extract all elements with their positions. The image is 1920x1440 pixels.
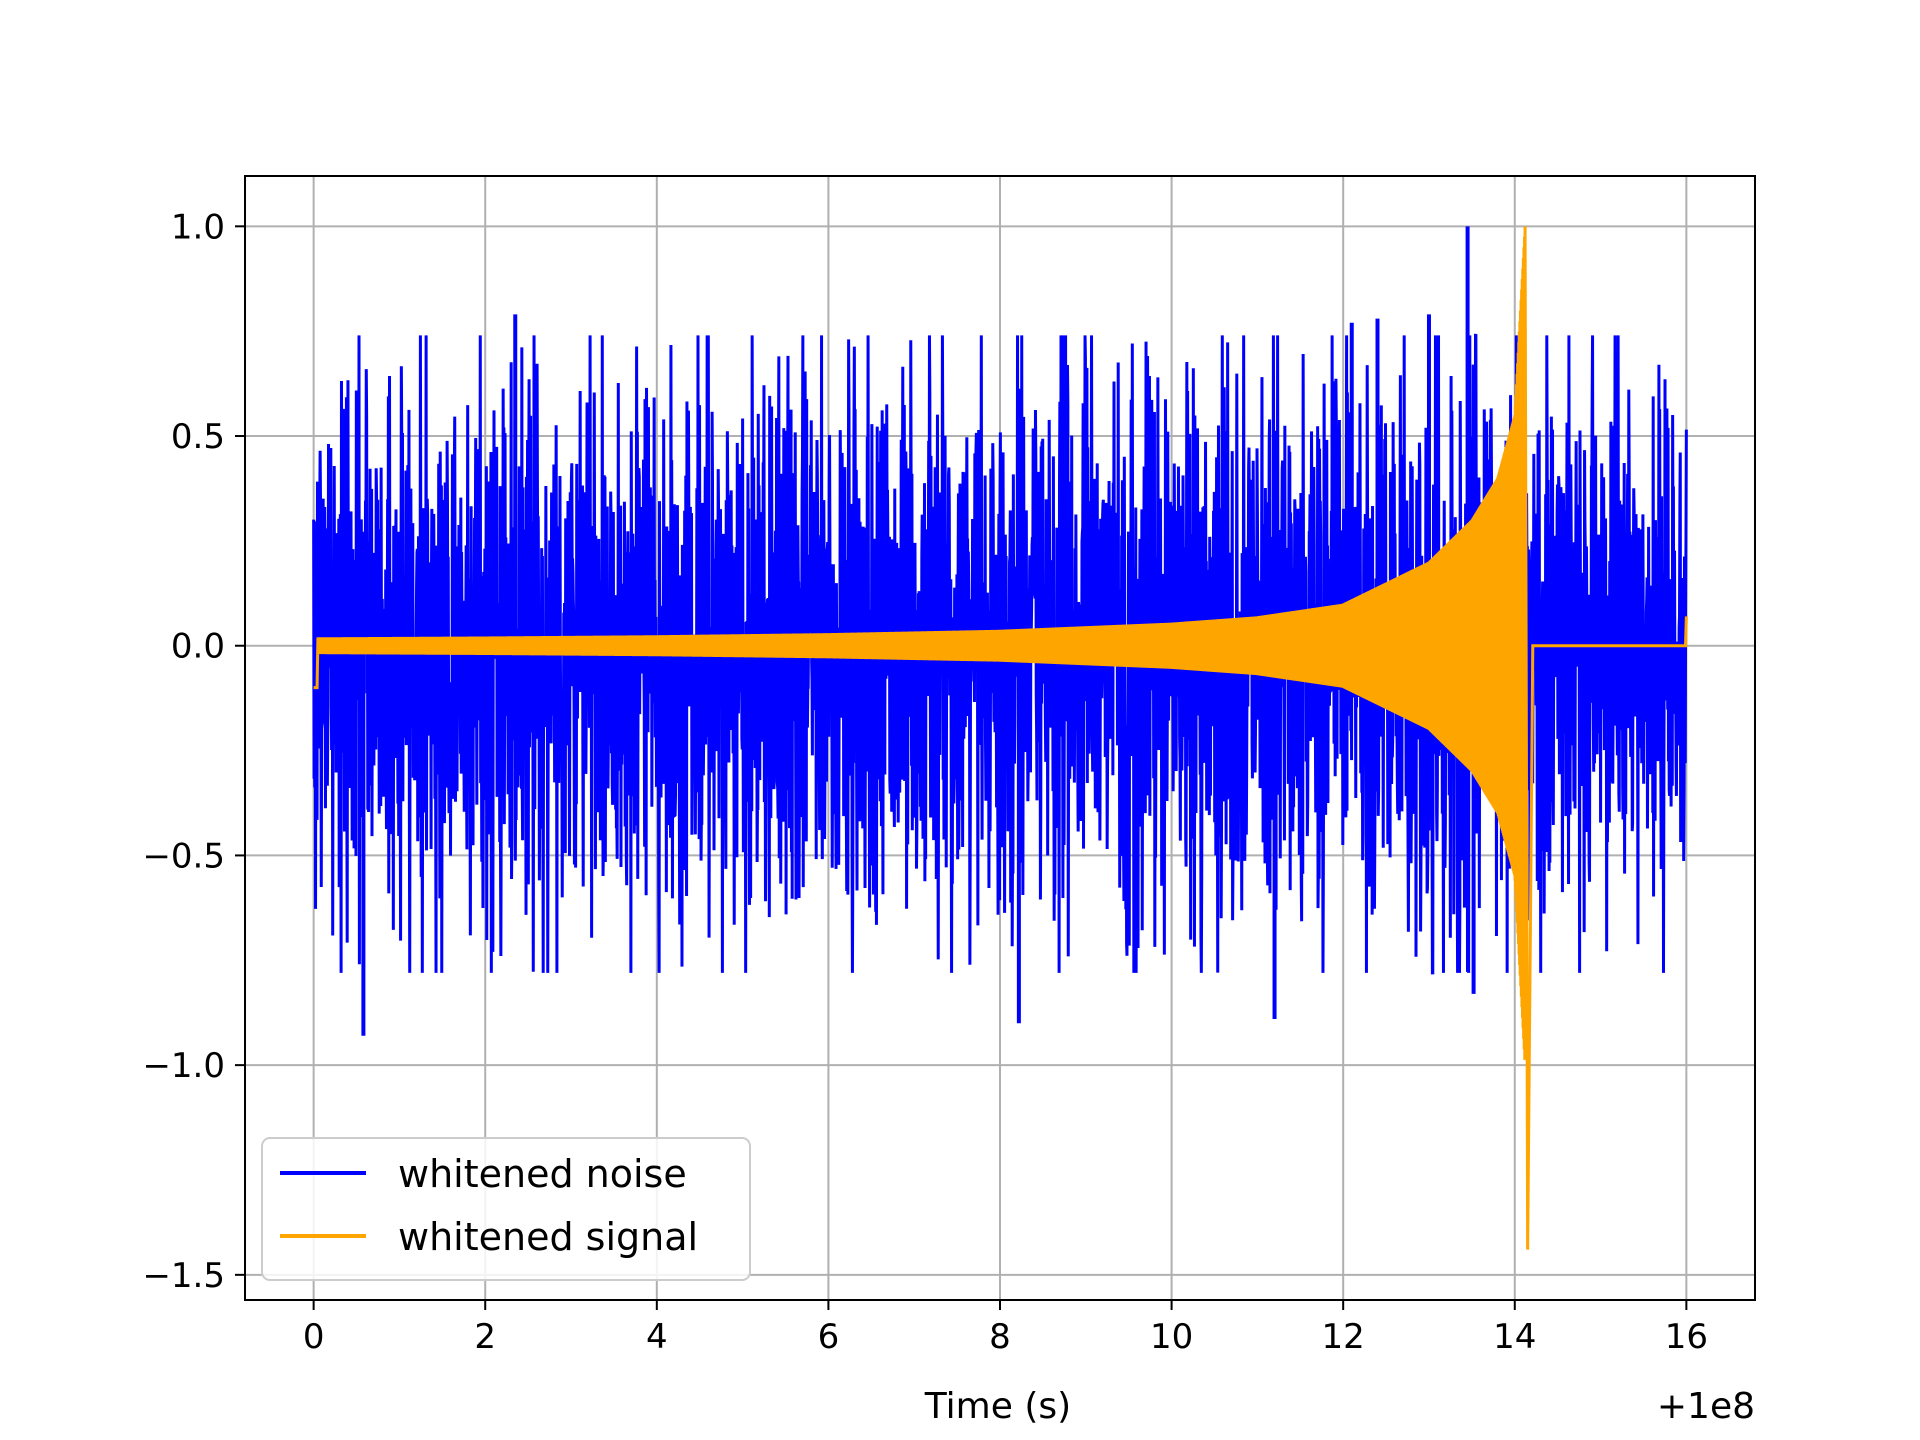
x-axis-label: Time (s) bbox=[924, 1386, 1071, 1427]
y-tick-label: −1.5 bbox=[142, 1256, 225, 1296]
x-tick-label: 8 bbox=[989, 1317, 1011, 1357]
x-tick-label: 16 bbox=[1665, 1317, 1708, 1357]
y-tick-label: 0.0 bbox=[171, 627, 225, 667]
x-tick-label: 12 bbox=[1322, 1317, 1365, 1357]
legend-box bbox=[261, 1137, 751, 1281]
legend-label-whitened-signal: whitened signal bbox=[398, 1215, 698, 1259]
x-tick-label: 10 bbox=[1150, 1317, 1193, 1357]
y-tick-label: −1.0 bbox=[142, 1046, 225, 1086]
legend: whitened noise whitened signal bbox=[261, 1137, 751, 1281]
x-tick-label: 2 bbox=[474, 1317, 496, 1357]
series-whitened-noise-line bbox=[312, 333, 1688, 975]
y-tick-label: −0.5 bbox=[142, 836, 225, 876]
x-offset-label: +1e8 bbox=[1657, 1386, 1755, 1427]
x-tick-label: 4 bbox=[646, 1317, 668, 1357]
y-tick-label: 0.5 bbox=[171, 417, 225, 457]
x-tick-label: 6 bbox=[818, 1317, 840, 1357]
y-tick-label: 1.0 bbox=[171, 207, 225, 247]
legend-label-whitened-noise: whitened noise bbox=[398, 1152, 687, 1196]
series-whitened-signal-line bbox=[313, 226, 1688, 1250]
ticks: 0 2 4 6 8 10 12 14 16 −1.5 −1.0 −0.5 0.0 0.5 1.0 bbox=[142, 207, 1708, 1357]
series-layer bbox=[312, 226, 1688, 1250]
x-tick-label: 14 bbox=[1493, 1317, 1536, 1357]
x-tick-label: 0 bbox=[303, 1317, 325, 1357]
